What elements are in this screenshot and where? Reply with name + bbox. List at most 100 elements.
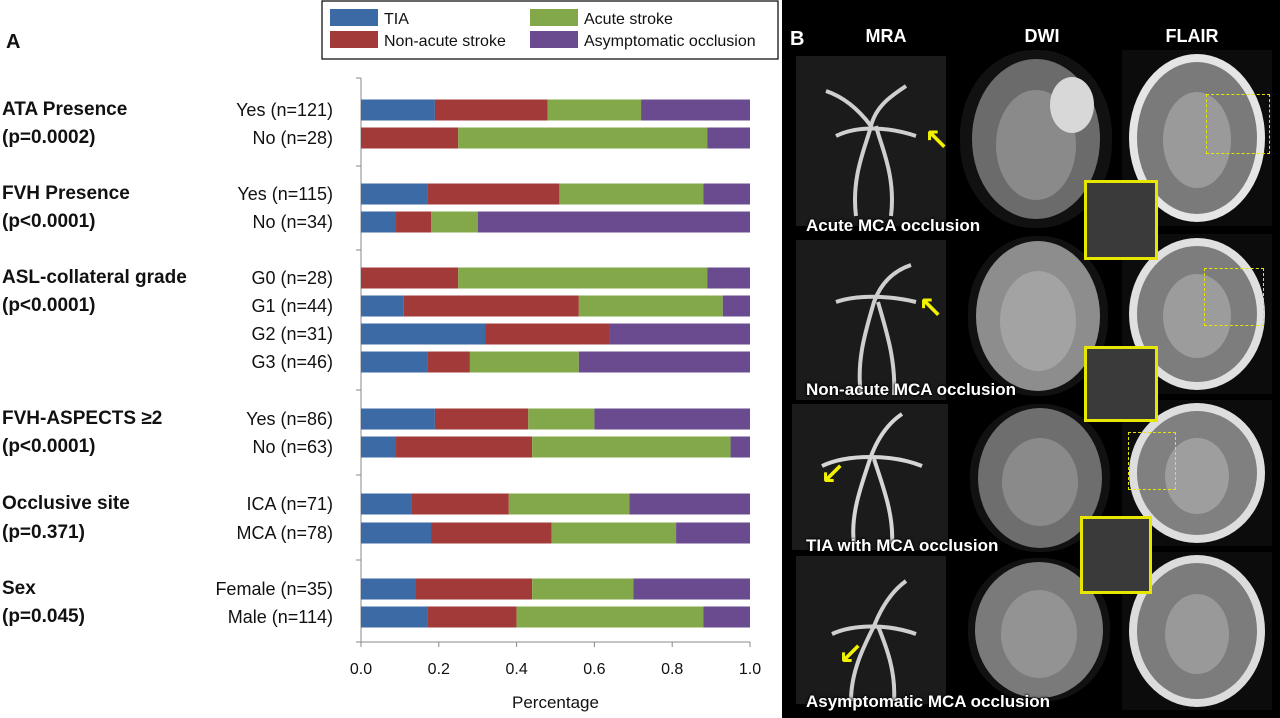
x-tick-label: 0.6 (583, 661, 605, 678)
group-title: FVH Presence (2, 183, 130, 204)
column-header-flair: FLAIR (1165, 26, 1219, 46)
group-title: Sex (2, 578, 36, 599)
bar-segment-non-acute-stroke (396, 211, 432, 233)
bar-segment-non-acute-stroke (403, 295, 579, 317)
dwi-image-non-acute (968, 236, 1108, 396)
row-label: G0 (n=28) (251, 268, 333, 288)
bar-segment-acute-stroke (551, 522, 677, 544)
arrow-icon: ↖ (924, 123, 950, 158)
bar-segment-non-acute-stroke (427, 606, 517, 628)
row-label: MCA (n=78) (236, 523, 333, 543)
group-p-value: (p<0.0001) (2, 295, 95, 316)
legend-swatch-non-acute (330, 31, 378, 48)
bar-segment-non-acute-stroke (361, 267, 459, 289)
x-axis-title: Percentage (512, 693, 599, 712)
row-label: No (n=34) (252, 212, 333, 232)
arrow-icon: ↙ (820, 457, 846, 492)
bar-segment-acute-stroke (431, 211, 478, 233)
row-label: Male (n=114) (228, 607, 333, 627)
group-p-value: (p<0.0001) (2, 436, 95, 457)
bar-segment-asymptomatic-occlusion (703, 183, 750, 205)
legend: TIA Non-acute stroke Acute stroke Asympt… (321, 0, 779, 60)
bar-segment-non-acute-stroke (434, 99, 548, 121)
legend-label-acute: Acute stroke (584, 11, 673, 28)
bar-segment-tia (361, 351, 428, 373)
bar-segment-acute-stroke (458, 127, 708, 149)
bar-segment-acute-stroke (508, 493, 630, 515)
column-header-dwi: DWI (1024, 26, 1060, 46)
bar-segment-asymptomatic-occlusion (477, 211, 750, 233)
legend-swatch-asymptomatic (530, 31, 578, 48)
group-title: Occlusive site (2, 493, 130, 514)
bar-segment-non-acute-stroke (361, 127, 459, 149)
row-label: Yes (n=121) (236, 100, 333, 120)
flair-zoom-inset-acute (1084, 180, 1158, 260)
column-header-mra: MRA (865, 26, 907, 46)
bar-segment-tia (361, 493, 412, 515)
group-title: FVH-ASPECTS ≥2 (2, 408, 162, 429)
panel-a-letter: A (6, 31, 20, 53)
row-label-tia: TIA with MCA occlusion (806, 536, 999, 555)
group-title: ASL-collateral grade (2, 267, 187, 288)
bar-segment-asymptomatic-occlusion (609, 323, 750, 345)
legend-swatch-tia (330, 9, 378, 26)
bar-segment-non-acute-stroke (434, 408, 529, 430)
row-label: ICA (n=71) (246, 494, 333, 514)
legend-label-asymptomatic: Asymptomatic occlusion (584, 33, 756, 50)
bar-segment-tia (361, 408, 435, 430)
row-label: Female (n=35) (215, 579, 333, 599)
x-tick-label: 0.2 (428, 661, 450, 678)
row-label: No (n=63) (252, 437, 333, 457)
flair-zoom-inset-tia (1080, 516, 1152, 594)
bar-segment-acute-stroke (528, 408, 595, 430)
bar-segment-tia (361, 606, 428, 628)
mra-image-tia (792, 404, 948, 550)
group-title: ATA Presence (2, 99, 127, 120)
bar-segment-acute-stroke (547, 99, 642, 121)
bar-segment-non-acute-stroke (427, 351, 470, 373)
bar-segment-tia (361, 436, 397, 458)
bar-segment-non-acute-stroke (427, 183, 560, 205)
flair-roi-box-non-acute (1204, 268, 1264, 326)
bar-segment-asymptomatic-occlusion (633, 578, 750, 600)
bar-segment-tia (361, 295, 404, 317)
group-p-value: (p=0.371) (2, 522, 85, 543)
bar-segment-non-acute-stroke (431, 522, 552, 544)
legend-swatch-acute (530, 9, 578, 26)
bar-segment-tia (361, 522, 432, 544)
panel-b-letter: B (790, 28, 805, 50)
dwi-image-acute (960, 50, 1112, 228)
bar-segment-asymptomatic-occlusion (578, 351, 750, 373)
flair-image-acute (1122, 50, 1272, 226)
bar-segment-asymptomatic-occlusion (676, 522, 750, 544)
arrow-icon: ↙ (838, 637, 864, 672)
bar-segment-acute-stroke (458, 267, 708, 289)
arrow-icon: ↖ (918, 291, 944, 326)
bar-segment-asymptomatic-occlusion (641, 99, 750, 121)
bar-segment-asymptomatic-occlusion (594, 408, 750, 430)
bar-segment-asymptomatic-occlusion (707, 267, 750, 289)
row-label: G1 (n=44) (251, 296, 333, 316)
bar-segment-asymptomatic-occlusion (722, 295, 750, 317)
bar-segment-tia (361, 211, 397, 233)
bar-segment-tia (361, 323, 486, 345)
bar-segment-acute-stroke (532, 578, 634, 600)
bar-segment-acute-stroke (578, 295, 723, 317)
bar-segment-acute-stroke (559, 183, 704, 205)
legend-label-non-acute: Non-acute stroke (384, 33, 506, 50)
flair-roi-box-tia (1128, 432, 1176, 490)
legend-label-tia: TIA (384, 11, 409, 28)
group-p-value: (p<0.0001) (2, 211, 95, 232)
row-label: Yes (n=86) (246, 409, 333, 429)
bar-segment-acute-stroke (469, 351, 579, 373)
bar-segment-non-acute-stroke (396, 436, 533, 458)
row-label: G3 (n=46) (251, 352, 333, 372)
row-label-asymptomatic: Asymptomatic MCA occlusion (806, 692, 1051, 711)
plot-area: 0.0 0.2 0.4 0.6 0.8 1.0 Percentage ATA Presence… (2, 77, 761, 712)
panel-b-imaging: B MRA DWI FLAIR Acute MCA occlusion Non-… (782, 0, 1280, 718)
bar-segment-tia (361, 99, 435, 121)
bar-segment-asymptomatic-occlusion (707, 127, 750, 149)
mra-image-non-acute (796, 240, 946, 400)
bar-segment-asymptomatic-occlusion (629, 493, 750, 515)
bar-segment-non-acute-stroke (415, 578, 533, 600)
